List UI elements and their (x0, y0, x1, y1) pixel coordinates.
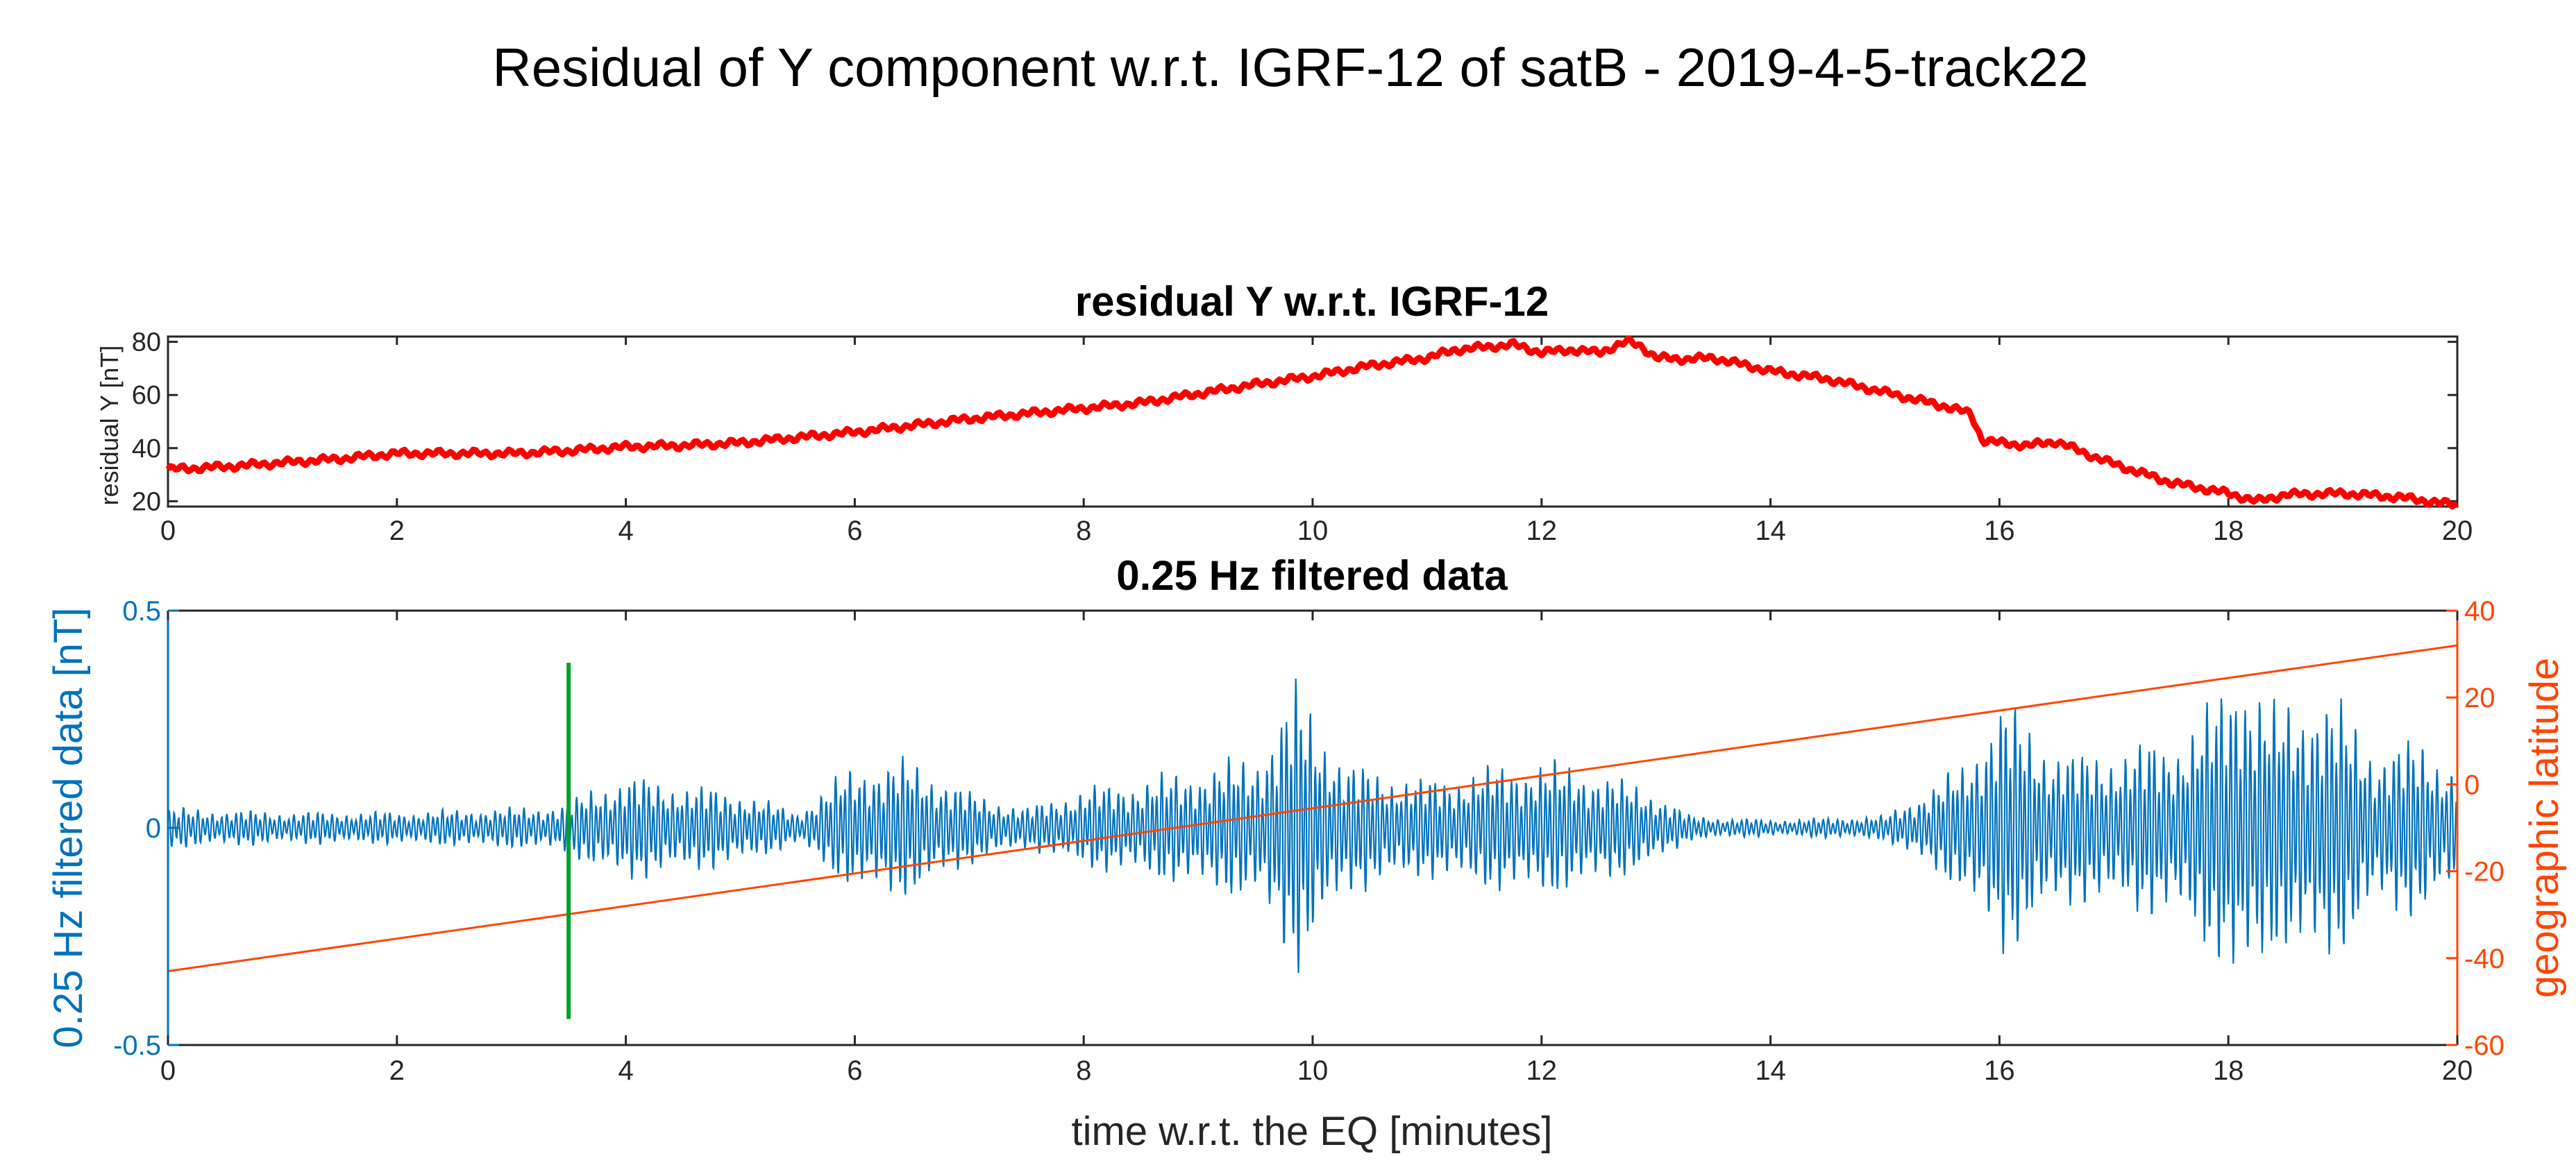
filtered-x-tick-label: 14 (1755, 1055, 1786, 1086)
residual-y-axis-label: residual Y [nT] (95, 346, 124, 506)
filtered-x-tick-label: 2 (389, 1055, 405, 1086)
filtered-panel: 0.25 Hz filtered data 0.25 Hz filtered d… (46, 552, 2567, 1154)
filtered-x-axis: 0 2 4 6 8 10 12 14 16 18 20 (160, 611, 2473, 1086)
residual-x-tick-label: 18 (2213, 516, 2244, 546)
filtered-panel-title: 0.25 Hz filtered data (1116, 552, 1508, 599)
residual-panel-title: residual Y w.r.t. IGRF-12 (1075, 278, 1549, 325)
residual-x-tick-label: 16 (1984, 516, 2015, 546)
residual-x-tick-label: 12 (1526, 516, 1558, 546)
residual-y-axis: 20 40 60 80 (132, 328, 2457, 516)
latitude-y-tick-label: -60 (2464, 1030, 2505, 1061)
x-axis-label: time w.r.t. the EQ [minutes] (1071, 1109, 1552, 1154)
figure-title: Residual of Y component w.r.t. IGRF-12 o… (492, 37, 2088, 98)
residual-x-tick-label: 20 (2442, 516, 2473, 546)
residual-x-tick-label: 0 (160, 516, 176, 546)
latitude-right-axis-label: geographic latitude (2522, 658, 2567, 998)
filtered-y-tick-label: 0.5 (122, 596, 161, 627)
filtered-x-tick-label: 6 (847, 1055, 862, 1086)
filtered-left-y-axis: -0.5 0 0.5 (113, 596, 179, 1061)
filtered-x-tick-label: 10 (1297, 1055, 1329, 1086)
residual-x-tick-label: 10 (1297, 516, 1329, 546)
residual-x-tick-label: 4 (618, 516, 633, 546)
residual-y-tick-label: 40 (132, 434, 161, 464)
filtered-x-tick-label: 20 (2442, 1055, 2473, 1086)
residual-panel: residual Y w.r.t. IGRF-12 residual Y [nT… (95, 278, 2473, 546)
residual-series (165, 335, 2459, 510)
residual-x-axis: 0 2 4 6 8 10 12 14 16 18 20 (160, 337, 2473, 546)
latitude-right-y-axis: -60 -40 -20 0 20 40 (2446, 596, 2505, 1061)
residual-y-tick-label: 60 (132, 381, 161, 410)
filtered-x-tick-label: 4 (618, 1055, 633, 1086)
latitude-y-tick-label: 40 (2464, 596, 2495, 627)
latitude-y-tick-label: 0 (2464, 770, 2480, 800)
latitude-y-tick-label: -20 (2464, 857, 2505, 888)
latitude-y-tick-label: 20 (2464, 683, 2495, 713)
geographic-latitude-line (167, 644, 2458, 973)
residual-y-tick-label: 80 (132, 328, 161, 357)
residual-y-tick-label: 20 (132, 487, 161, 516)
filtered-x-tick-label: 12 (1526, 1055, 1558, 1086)
residual-plot-area (167, 335, 2459, 508)
filtered-x-tick-label: 18 (2213, 1055, 2244, 1086)
filtered-series (167, 644, 2459, 1019)
filtered-data-line (167, 678, 2459, 974)
residual-x-tick-label: 8 (1076, 516, 1091, 546)
residual-x-tick-label: 14 (1755, 516, 1786, 546)
filtered-y-tick-label: -0.5 (113, 1030, 161, 1061)
latitude-y-tick-label: -40 (2464, 944, 2505, 974)
filtered-x-tick-label: 0 (160, 1055, 176, 1086)
filtered-x-tick-label: 16 (1984, 1055, 2015, 1086)
filtered-x-tick-label: 8 (1076, 1055, 1091, 1086)
filtered-y-tick-label: 0 (146, 813, 161, 844)
residual-x-tick-label: 6 (847, 516, 862, 546)
residual-x-tick-label: 2 (389, 516, 405, 546)
filtered-left-axis-label: 0.25 Hz filtered data [nT] (46, 607, 91, 1048)
residual-y-line (165, 335, 2459, 510)
